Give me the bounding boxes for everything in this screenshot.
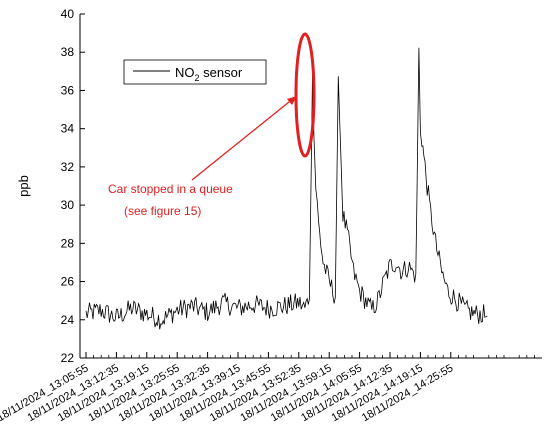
annotation-line1: Car stopped in a queue xyxy=(108,182,233,196)
y-tick-label: 36 xyxy=(61,83,75,97)
annotation-line2: (see figure 15) xyxy=(124,204,201,218)
y-tick-label: 40 xyxy=(61,7,75,21)
series-group xyxy=(85,47,488,330)
y-tick-label: 38 xyxy=(61,45,75,59)
legend-box xyxy=(123,59,267,85)
annotation: Car stopped in a queue (see figure 15) xyxy=(108,32,316,218)
y-tick-label: 28 xyxy=(61,236,75,250)
highlight-ellipse xyxy=(294,32,316,158)
x-axis: 18/11/2024_13:05:5518/11/2024_13:12:3518… xyxy=(0,352,535,424)
annotation-arrowhead xyxy=(287,96,297,105)
y-tick-label: 32 xyxy=(61,160,75,174)
y-tick-label: 22 xyxy=(61,351,75,365)
legend-label: NO2 sensor xyxy=(175,65,243,83)
y-axis-label: ppb xyxy=(16,175,31,197)
y-tick-label: 30 xyxy=(61,198,75,212)
series-line-no2 xyxy=(85,47,488,330)
y-tick-label: 26 xyxy=(61,275,75,289)
annotation-arrow xyxy=(191,97,295,181)
legend: NO2 sensor xyxy=(123,59,267,85)
y-tick-label: 34 xyxy=(61,122,75,136)
y-axis: 22 24 26 28 30 32 34 36 38 40 xyxy=(61,7,85,365)
y-tick-label: 24 xyxy=(61,313,75,327)
